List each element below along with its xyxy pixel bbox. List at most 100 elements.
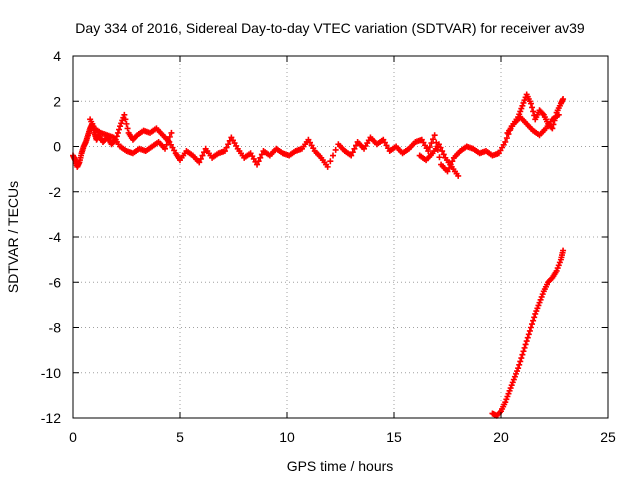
y-tick-label: -10 [41,365,61,381]
data-point [436,154,443,161]
data-point [518,355,525,362]
data-point [511,373,518,380]
data-point [508,382,515,389]
data-point [196,159,203,166]
data-point [332,146,339,153]
data-point [525,331,532,338]
data-point [534,305,541,312]
data-point [123,120,130,127]
data-point [504,393,511,400]
data-point [502,138,509,145]
data-point [514,368,521,375]
data-point [449,158,456,165]
y-axis-label: SDTVAR / TECUs [5,181,21,293]
data-point [348,152,355,159]
data-point [168,129,175,136]
data-point [526,327,533,334]
data-point [524,334,531,341]
data-point [553,267,560,274]
data-point [533,308,540,315]
data-point [163,141,170,148]
data-point [531,314,538,321]
data-point [554,265,561,272]
data-point [225,141,232,148]
data-point [503,396,510,403]
data-point [530,108,537,115]
data-point [122,116,129,123]
data-point [510,376,517,383]
data-point [199,152,206,159]
data-point [509,379,516,386]
data-point [538,293,545,300]
data-point [523,338,530,345]
y-tick-label: 4 [53,48,61,64]
y-tick-label: -4 [49,229,62,245]
data-point [349,149,356,156]
data-point [162,145,169,152]
y-tick-label: -6 [49,274,62,290]
data-point [257,154,264,161]
data-point [437,144,444,151]
axis-ticks [72,55,609,419]
data-point [536,299,543,306]
data-point [197,155,204,162]
data-point [520,348,527,355]
data-point [431,132,438,139]
data-point [532,310,539,317]
data-point [435,141,442,148]
y-tick-label: -8 [49,320,62,336]
data-point [560,247,567,254]
data-point [496,409,503,416]
data-point [539,110,546,117]
data-point [521,97,528,104]
data-point [529,104,536,111]
y-tick-label: 0 [53,139,61,155]
data-point [124,125,131,132]
data-point [502,399,509,406]
data-point [221,148,228,155]
data-point [517,108,524,115]
data-point [512,370,519,377]
data-point [555,111,562,118]
x-tick-label: 5 [176,429,184,445]
data-point [330,152,337,159]
data-point [529,321,536,328]
chart-title: Day 334 of 2016, Sidereal Day-to-day VTE… [75,20,585,36]
data-point [254,161,261,168]
x-tick-label: 10 [279,429,295,445]
x-axis-label: GPS time / hours [287,458,394,474]
data-point [517,358,524,365]
data-point [444,168,451,175]
y-tick-labels: 4 2 0 -2 -4 -6 -8 -10 -12 [41,48,61,426]
data-point [516,361,523,368]
data-point [116,126,123,133]
data-point [223,144,230,151]
data-point [426,144,433,151]
data-point [530,317,537,324]
data-point [201,149,208,156]
data-point [430,136,437,143]
data-point [555,262,562,269]
data-point [351,145,358,152]
data-point [539,291,546,298]
x-tick-labels: 0 5 10 15 20 25 [69,429,616,445]
data-series [70,91,567,419]
data-point [549,125,556,132]
data-point [519,102,526,109]
data-point [324,163,331,170]
data-point [515,365,522,372]
data-point [503,135,510,142]
data-point [118,120,125,127]
x-tick-label: 0 [69,429,77,445]
data-point [114,129,121,136]
series-upper-branch [87,111,562,179]
data-point [505,390,512,397]
data-point [506,387,513,394]
data-point [527,100,534,107]
x-tick-label: 25 [600,429,616,445]
data-point [527,324,534,331]
data-point [507,385,514,392]
data-point [258,151,265,158]
data-point [521,344,528,351]
